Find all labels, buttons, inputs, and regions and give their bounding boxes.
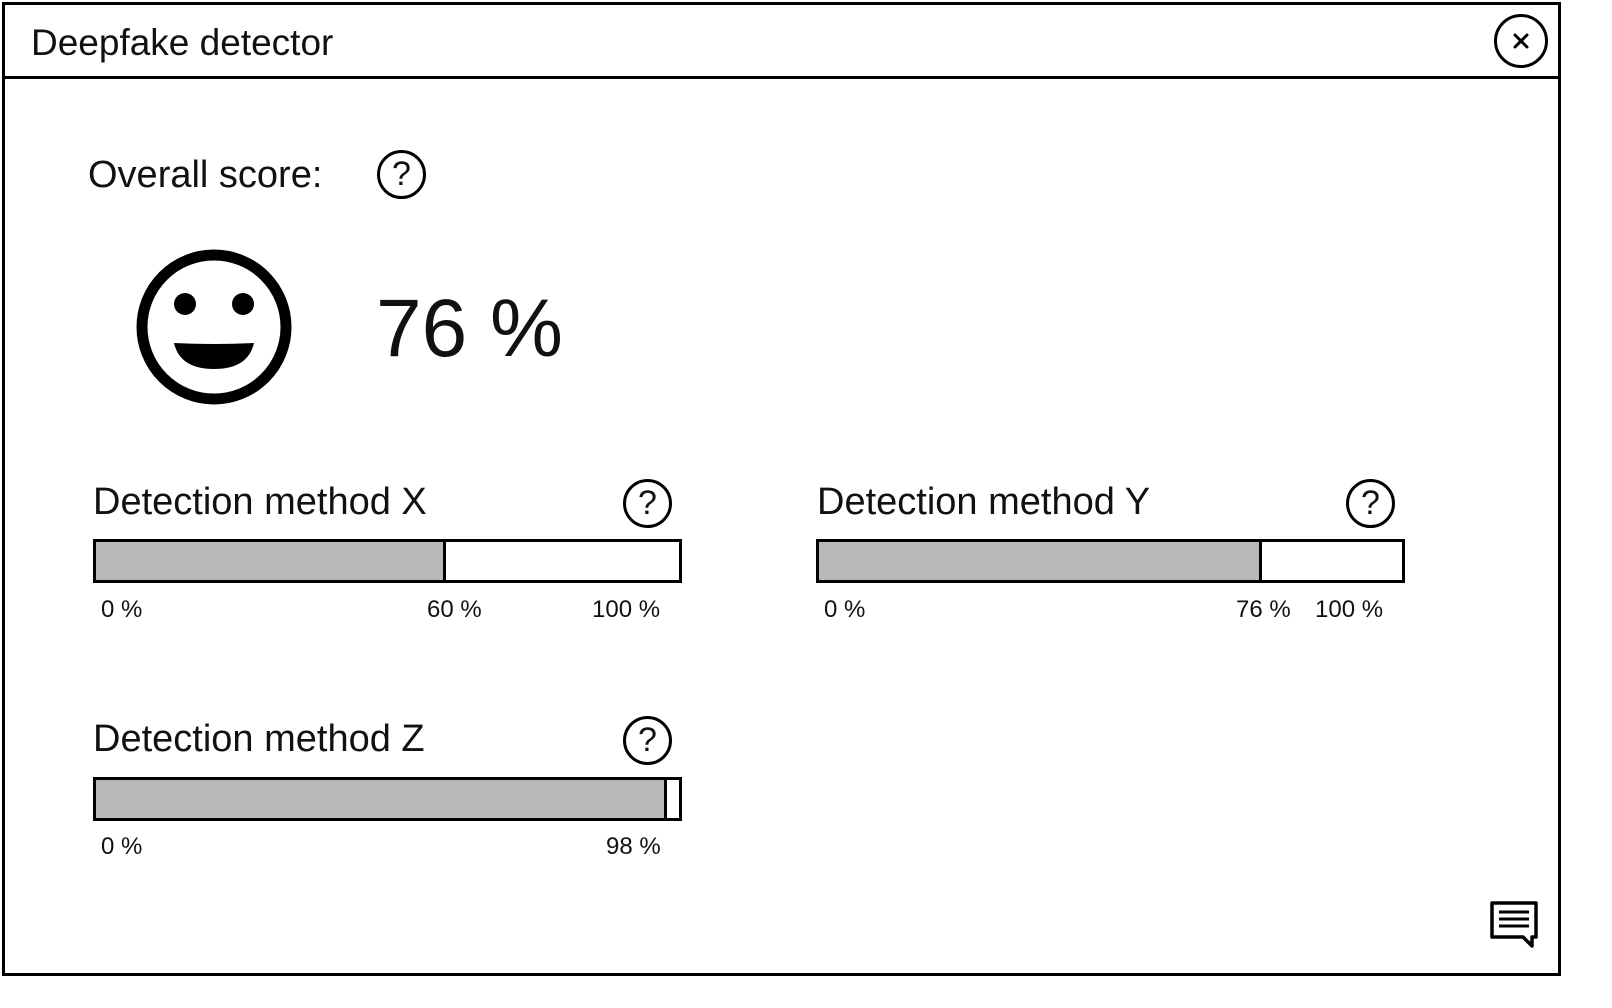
method-x-tick-value: 60 % — [427, 596, 482, 623]
method-x-help-icon[interactable]: ? — [623, 479, 672, 528]
method-z-progress-fill — [96, 780, 668, 818]
method-x-progress-bar — [93, 539, 682, 583]
window-title: Deepfake detector — [31, 22, 334, 63]
method-x-tick-end: 100 % — [592, 596, 661, 623]
method-y-title: Detection method Y — [817, 481, 1151, 523]
method-x-tick-start: 0 % — [101, 596, 143, 623]
method-z-tick-value: 98 % — [606, 833, 661, 860]
method-z-title: Detection method Z — [93, 718, 425, 760]
overall-score-label: Overall score: — [88, 154, 323, 196]
close-icon — [1513, 33, 1529, 49]
smiley-face-icon — [130, 245, 300, 420]
method-z-tick-start: 0 % — [101, 833, 143, 860]
comment-icon — [1490, 901, 1538, 948]
method-y-tick-value: 76 % — [1236, 596, 1291, 623]
method-y-tick-end: 100 % — [1315, 596, 1384, 623]
overall-help-icon[interactable]: ? — [377, 150, 426, 199]
method-z-progress-bar — [93, 777, 682, 821]
title-bar: Deepfake detector — [5, 5, 1558, 79]
overall-score-value: 76 % — [376, 283, 563, 374]
method-x-title: Detection method X — [93, 481, 427, 523]
close-button[interactable] — [1494, 14, 1548, 68]
method-y-tick-start: 0 % — [824, 596, 866, 623]
method-y-help-icon[interactable]: ? — [1346, 479, 1395, 528]
method-y-progress-fill — [819, 542, 1263, 580]
method-z-help-icon[interactable]: ? — [623, 716, 672, 765]
method-y-progress-bar — [816, 539, 1405, 583]
method-x-progress-fill — [96, 542, 446, 580]
feedback-button[interactable] — [1489, 900, 1541, 955]
